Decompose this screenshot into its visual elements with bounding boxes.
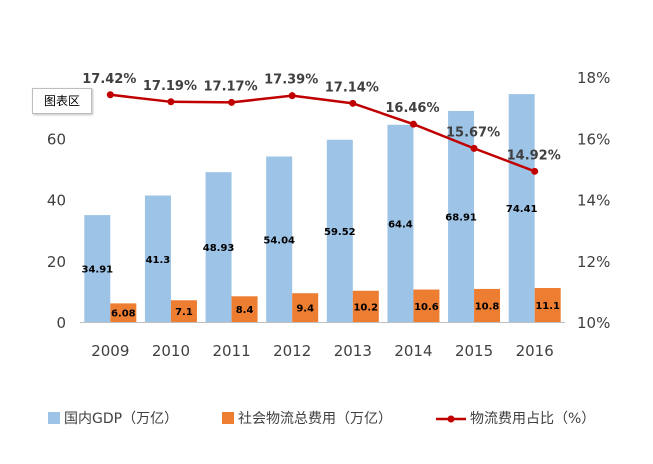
legend-marker-ratio bbox=[447, 415, 455, 423]
left-tick-label: 20 bbox=[47, 253, 66, 271]
ratio-line bbox=[110, 93, 536, 173]
x-tick-label: 2010 bbox=[152, 342, 190, 360]
legend-swatch-gdp bbox=[48, 412, 60, 424]
gdp-bar-2010 bbox=[144, 195, 171, 322]
left-tick-label: 40 bbox=[47, 192, 66, 210]
x-tick-label: 2013 bbox=[334, 342, 372, 360]
ratio-value-label: 17.17% bbox=[203, 79, 257, 94]
cost-value-label: 7.1 bbox=[175, 307, 193, 318]
cost-value-label: 10.6 bbox=[414, 302, 439, 313]
left-tick-label: 60 bbox=[47, 130, 66, 148]
legend-swatch-cost bbox=[222, 412, 234, 424]
right-tick-label: 18% bbox=[577, 69, 610, 87]
cost-value-label: 9.4 bbox=[296, 304, 314, 315]
cost-value-label: 11.1 bbox=[535, 301, 560, 312]
right-tick-label: 10% bbox=[577, 314, 610, 332]
cost-bar-2014 bbox=[413, 289, 440, 322]
cost-bar-2016 bbox=[534, 288, 561, 322]
ratio-point-2011 bbox=[228, 98, 236, 106]
left-tick-label: 0 bbox=[56, 314, 66, 332]
ratio-value-label: 17.19% bbox=[143, 79, 197, 94]
bar-value-labels: 34.91 6.08 41.3 7.1 48.93 8.4 54.04 9.4 59.52 10.… bbox=[81, 204, 560, 320]
cost-value-label: 6.08 bbox=[111, 309, 136, 320]
gdp-value-label: 34.91 bbox=[81, 265, 113, 276]
cost-bar-2015 bbox=[474, 288, 501, 322]
ratio-value-label: 17.42% bbox=[82, 72, 136, 87]
gdp-value-label: 68.91 bbox=[445, 212, 477, 223]
cost-value-label: 10.8 bbox=[475, 301, 500, 312]
cost-bar-2012 bbox=[292, 293, 319, 322]
x-tick-label: 2011 bbox=[212, 342, 250, 360]
left-axis-tick-labels: 0 20 40 60 bbox=[47, 130, 66, 332]
gdp-value-label: 59.52 bbox=[324, 227, 356, 238]
ratio-point-2013 bbox=[349, 99, 357, 107]
cost-value-label: 8.4 bbox=[236, 305, 254, 316]
x-tick-label: 2014 bbox=[394, 342, 432, 360]
gdp-value-label: 48.93 bbox=[203, 243, 235, 254]
x-tick-label: 2009 bbox=[91, 342, 129, 360]
legend: 国内GDP（万亿） 社会物流总费用（万亿） 物流费用占比（%） bbox=[48, 411, 595, 427]
gdp-bar-2013 bbox=[326, 139, 353, 322]
gdp-value-label: 54.04 bbox=[263, 235, 295, 246]
gdp-value-label: 74.41 bbox=[506, 204, 538, 215]
legend-label-gdp: 国内GDP（万亿） bbox=[64, 411, 178, 427]
cost-bar-2011 bbox=[231, 296, 258, 322]
ratio-line-series bbox=[106, 91, 539, 175]
right-tick-label: 14% bbox=[577, 192, 610, 210]
cost-bar-2013 bbox=[352, 290, 379, 322]
gdp-bar-2016 bbox=[508, 94, 535, 322]
cost-bar-2010 bbox=[170, 300, 197, 322]
ratio-value-label: 15.67% bbox=[446, 125, 500, 140]
x-tick-label: 2012 bbox=[273, 342, 311, 360]
x-tick-label: 2015 bbox=[455, 342, 493, 360]
ratio-value-labels: 17.42% 17.19% 17.17% 17.39% 17.14% 16.46% 15.6… bbox=[82, 72, 561, 164]
right-axis-tick-labels: 10% 12% 14% 16% 18% bbox=[577, 69, 610, 332]
ratio-value-label: 17.39% bbox=[264, 73, 318, 88]
legend-label-ratio: 物流费用占比（%） bbox=[470, 411, 595, 427]
right-tick-label: 16% bbox=[577, 130, 610, 148]
gdp-value-label: 41.3 bbox=[146, 255, 171, 266]
ratio-value-label: 16.46% bbox=[385, 101, 439, 116]
gdp-bar-2014 bbox=[387, 124, 414, 323]
cost-bars bbox=[110, 288, 561, 322]
cost-bar-2009 bbox=[110, 303, 137, 322]
cost-value-label: 10.2 bbox=[353, 302, 378, 313]
gdp-bar-2012 bbox=[266, 156, 293, 322]
right-tick-label: 12% bbox=[577, 253, 610, 271]
ratio-point-2014 bbox=[409, 120, 417, 128]
ratio-point-2009 bbox=[106, 91, 114, 99]
ratio-value-label: 14.92% bbox=[507, 148, 561, 163]
ratio-point-2016 bbox=[531, 167, 539, 175]
ratio-value-label: 17.14% bbox=[325, 80, 379, 95]
chart-area-tag[interactable]: 图表区 bbox=[32, 88, 92, 114]
gdp-bar-2009 bbox=[84, 215, 111, 322]
legend-label-cost: 社会物流总费用（万亿） bbox=[238, 411, 392, 427]
x-tick-label: 2016 bbox=[516, 342, 554, 360]
x-tick-labels: 2009 2010 2011 2012 2013 2014 2015 2016 bbox=[91, 342, 554, 360]
ratio-point-2010 bbox=[167, 98, 175, 106]
ratio-point-2012 bbox=[288, 92, 296, 100]
ratio-point-2015 bbox=[470, 144, 478, 152]
gdp-bar-2011 bbox=[205, 172, 232, 322]
gdp-value-label: 64.4 bbox=[388, 219, 413, 230]
gdp-bars bbox=[84, 94, 535, 323]
